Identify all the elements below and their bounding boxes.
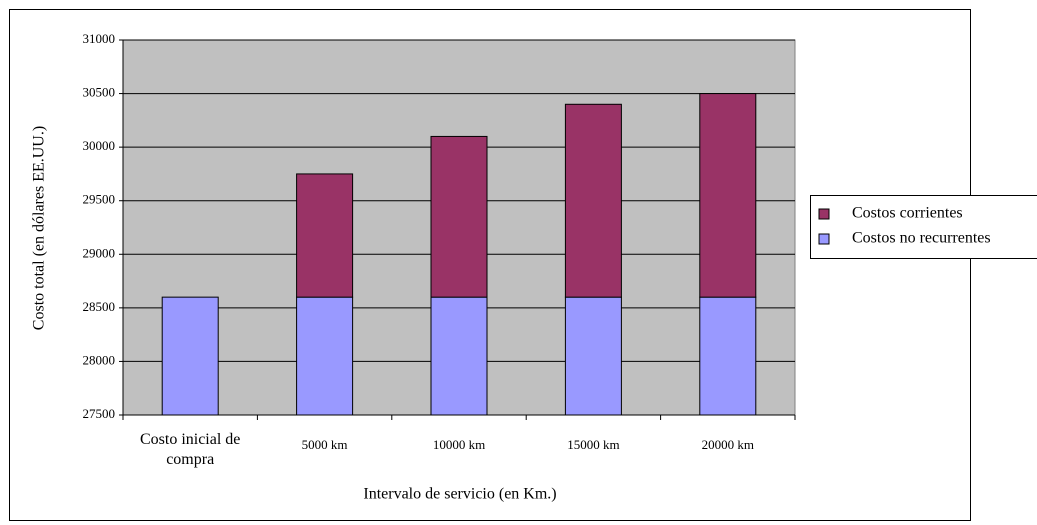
y-tick-label: 28000 xyxy=(83,352,116,367)
y-tick-label: 29500 xyxy=(83,192,116,207)
legend-label: Costos corrientes xyxy=(852,205,963,222)
legend-box xyxy=(810,195,1037,259)
bar-segment xyxy=(161,296,219,416)
bar-segment xyxy=(296,296,354,416)
legend-swatch xyxy=(818,208,830,220)
bar-segment xyxy=(564,103,622,298)
x-tick-label: 15000 km xyxy=(567,437,620,452)
bar-segment xyxy=(699,296,757,416)
bar-segment xyxy=(564,296,622,416)
y-tick-label: 29000 xyxy=(83,245,116,260)
y-tick-label: 27500 xyxy=(83,406,116,421)
bar-segment xyxy=(296,173,354,298)
x-tick-label: 20000 km xyxy=(701,437,754,452)
bar-segment xyxy=(430,135,488,298)
y-tick-label: 31000 xyxy=(83,31,116,46)
y-tick-label: 28500 xyxy=(83,299,116,314)
y-tick-label: 30000 xyxy=(83,138,116,153)
x-tick-label: 10000 km xyxy=(432,437,486,452)
legend-label: Costos no recurrentes xyxy=(852,230,991,247)
y-tick-label: 30500 xyxy=(83,85,116,100)
x-tick-label: Costo inicial de compra xyxy=(139,431,241,468)
bar-segment xyxy=(699,93,757,298)
legend-swatch xyxy=(818,233,830,245)
x-axis-title: Intervalo de servicio (en Km.) xyxy=(363,486,556,503)
y-axis-title: Costo total (en dólares EE.UU.) xyxy=(31,126,48,330)
bar-segment xyxy=(430,296,488,416)
x-tick-label: 5000 km xyxy=(301,437,348,452)
